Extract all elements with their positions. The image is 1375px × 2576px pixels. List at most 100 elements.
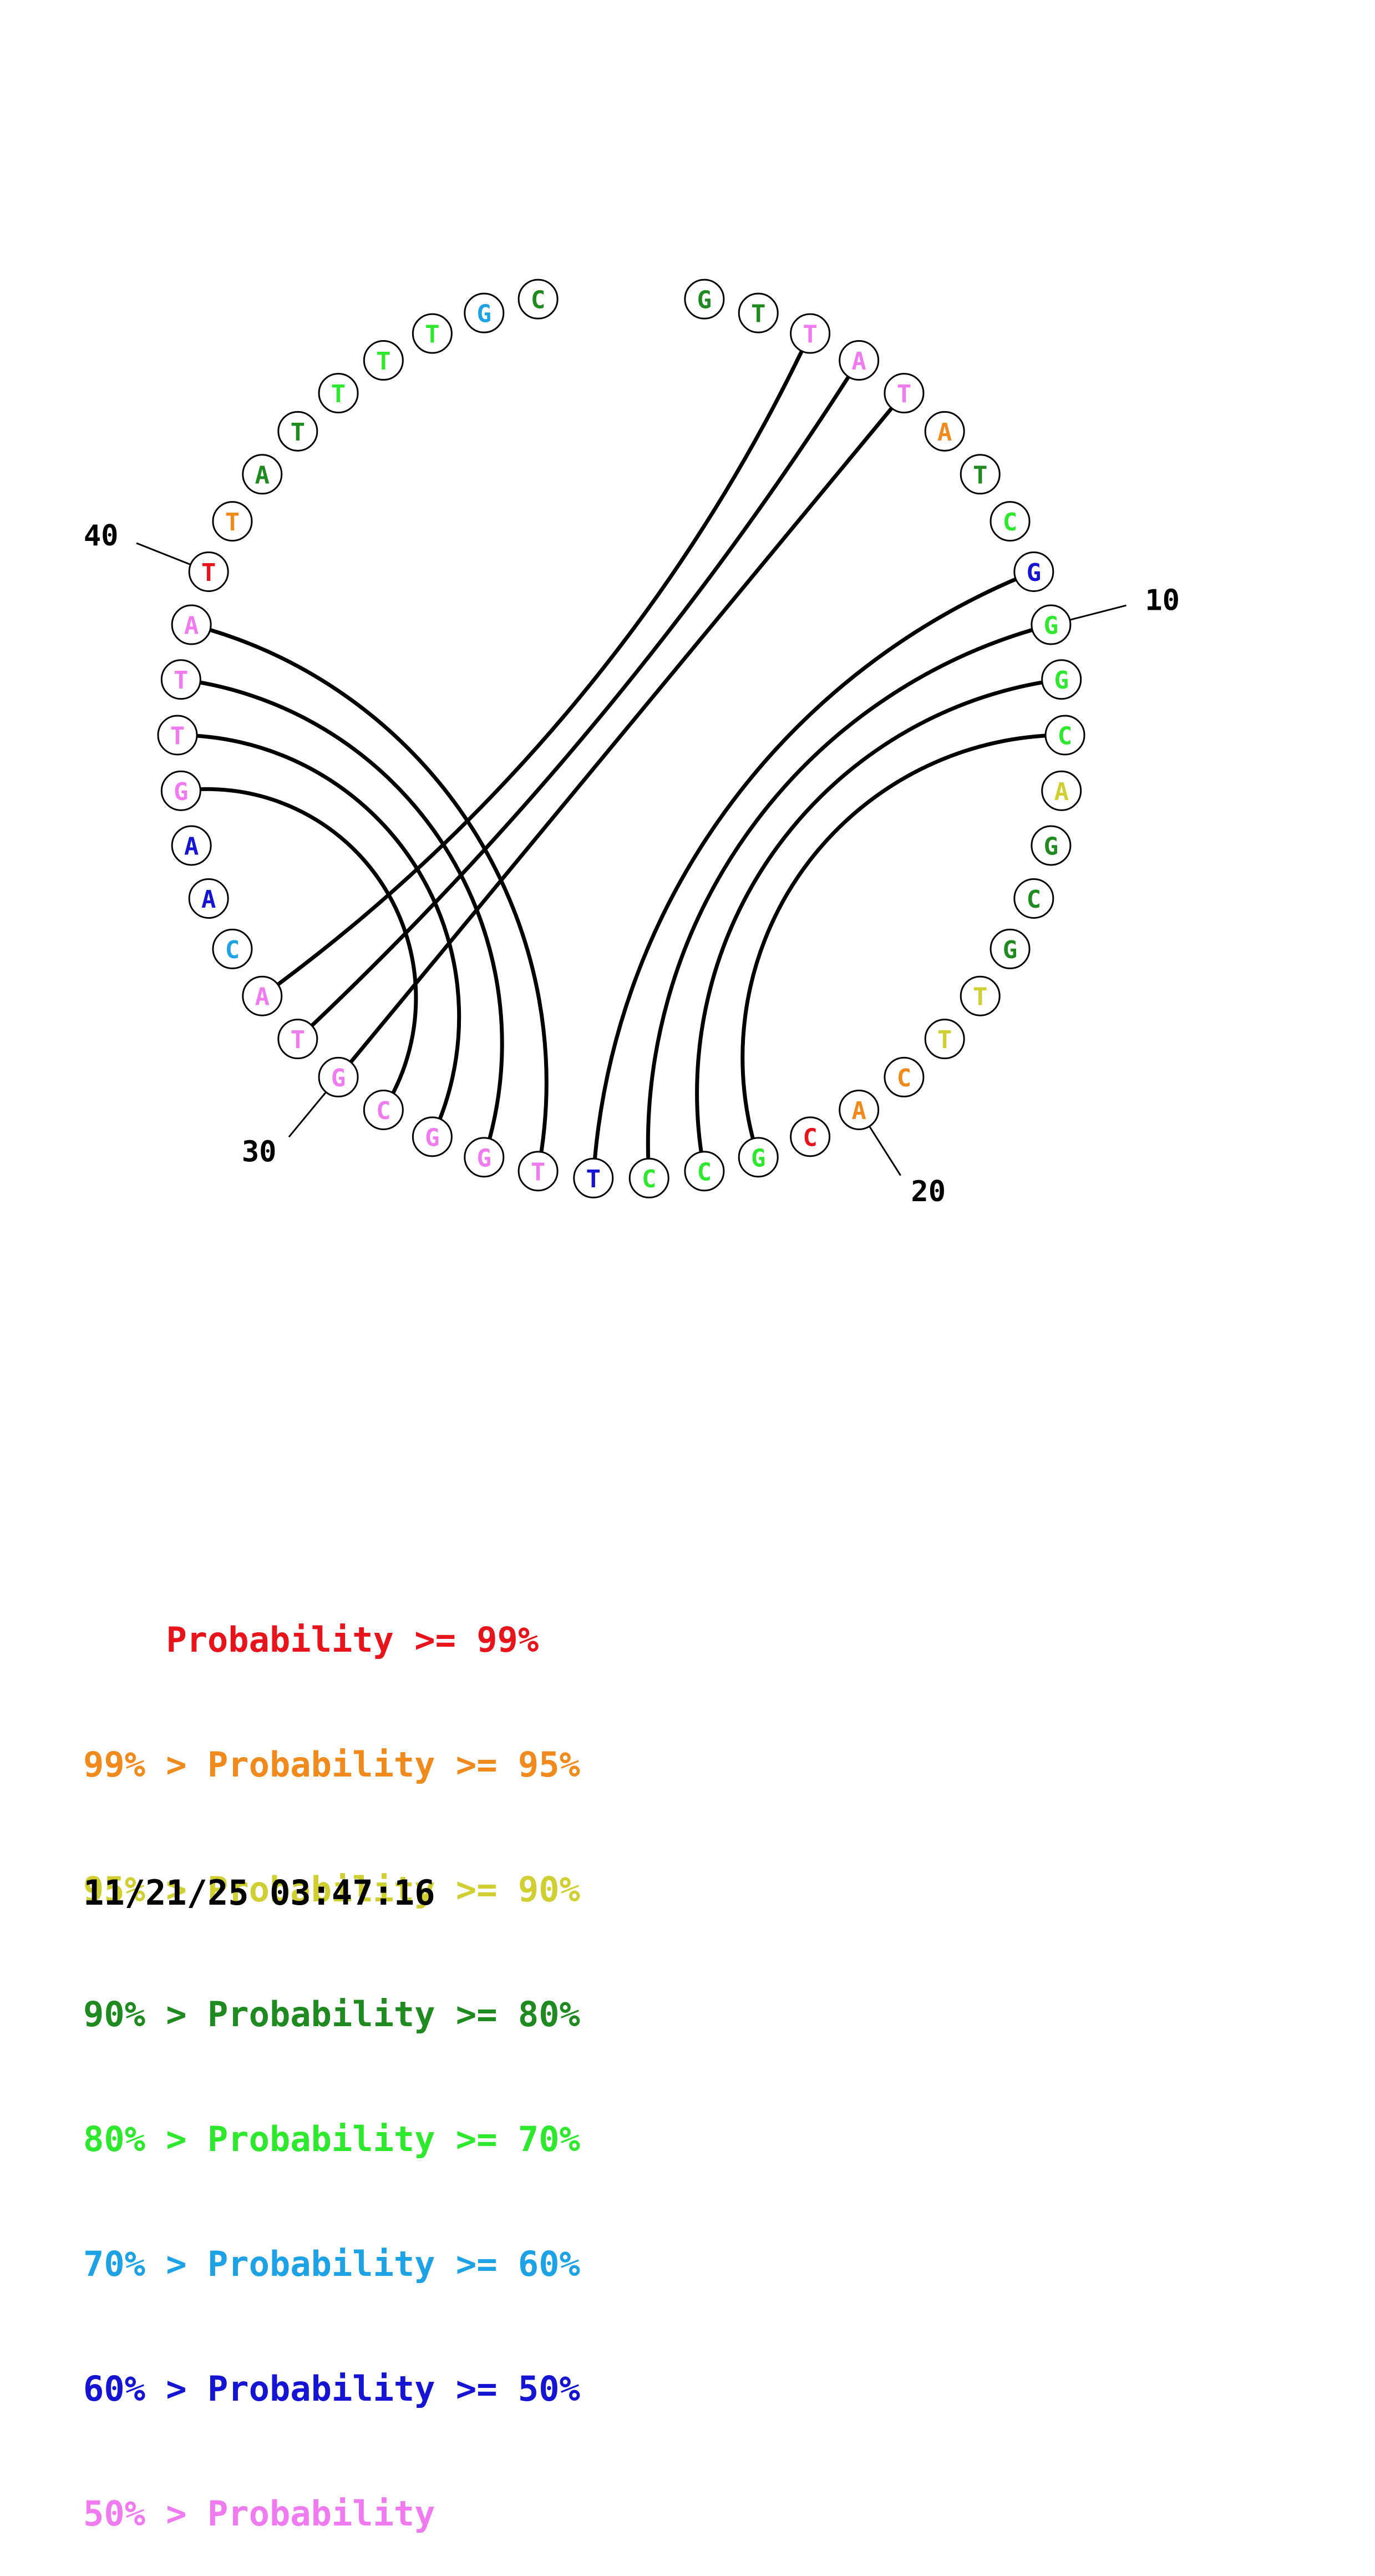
base-node: A: [242, 454, 283, 495]
legend-row: Probability >= 99%: [83, 1619, 580, 1661]
base-circle: [1041, 770, 1082, 811]
base-letter: G: [1044, 612, 1059, 640]
base-circle: [160, 659, 201, 700]
base-node: A: [1041, 770, 1082, 811]
base-letter: T: [973, 983, 988, 1011]
base-circle: [790, 313, 831, 354]
base-node: G: [464, 292, 505, 333]
base-letter: A: [184, 612, 199, 640]
base-node: T: [188, 551, 229, 593]
base-node: T: [517, 1151, 559, 1192]
base-node: G: [1041, 659, 1082, 700]
base-letter: A: [1054, 778, 1069, 806]
base-node: C: [990, 501, 1031, 542]
base-circle: [412, 313, 453, 354]
legend-prefix: [83, 1620, 166, 1660]
base-node: T: [277, 411, 318, 452]
base-circle: [212, 928, 253, 969]
base-node: T: [790, 313, 831, 354]
base-node: G: [990, 928, 1031, 969]
base-circle: [1044, 715, 1085, 756]
legend-prefix: 95% >: [83, 1869, 207, 1910]
base-circle: [573, 1157, 614, 1198]
base-node: G: [738, 1137, 779, 1178]
legend-row: 60% > Probability >= 50%: [83, 2368, 580, 2410]
base-letter: T: [170, 722, 185, 751]
base-letter: A: [201, 885, 216, 914]
base-letter: C: [225, 936, 240, 964]
base-node: T: [277, 1019, 318, 1060]
base-circle: [318, 373, 359, 414]
base-circle: [1031, 825, 1072, 866]
position-ticks: 10 20 30 40: [84, 519, 1180, 1208]
base-letter: C: [531, 286, 546, 315]
base-node: C: [684, 1151, 725, 1192]
pair-arcs: [177, 332, 1066, 1178]
pair-arc: [180, 677, 504, 1158]
tick-line: [1069, 604, 1127, 621]
base-letter: G: [1054, 666, 1069, 695]
base-letter: T: [174, 666, 189, 695]
base-node: C: [1013, 878, 1054, 919]
position-label: 40: [84, 519, 119, 553]
legend-row: 99% > Probability >= 95%: [83, 1744, 580, 1785]
base-letter: T: [331, 380, 346, 408]
base-circle: [171, 604, 212, 645]
position-label: 20: [911, 1175, 946, 1208]
base-circle: [517, 1151, 559, 1192]
base-node: T: [157, 715, 198, 756]
base-node: C: [790, 1116, 831, 1157]
base-node: G: [1031, 825, 1072, 866]
base-node: T: [363, 340, 404, 381]
legend-prefix: 50% >: [83, 2493, 207, 2534]
base-node: C: [1044, 715, 1085, 756]
base-node: A: [188, 878, 229, 919]
base-node: T: [160, 659, 201, 700]
base-circle: [464, 292, 505, 333]
base-circle: [412, 1116, 453, 1157]
base-letter: G: [1003, 936, 1018, 964]
legend-row: 90% > Probability >= 80%: [83, 1993, 580, 2035]
base-circle: [363, 340, 404, 381]
base-circle: [884, 373, 925, 414]
base-letter: T: [586, 1165, 601, 1193]
legend-row: 95% > Probability >= 90%: [83, 1869, 580, 1910]
base-node: C: [212, 928, 253, 969]
pair-arc: [261, 332, 812, 998]
base-letter: A: [184, 832, 199, 861]
base-circle: [684, 279, 725, 320]
base-circle: [277, 411, 318, 452]
base-letter: C: [1058, 722, 1073, 751]
base-circle: [924, 411, 965, 452]
base-node: T: [924, 1019, 965, 1060]
pair-arc: [695, 677, 1062, 1172]
base-circle: [960, 454, 1001, 495]
base-letter: A: [851, 1097, 866, 1125]
base-node: G: [412, 1116, 453, 1157]
base-letter: T: [937, 1026, 952, 1054]
base-node: T: [738, 292, 779, 333]
base-letter: G: [477, 300, 492, 328]
base-letter: A: [255, 461, 270, 489]
base-letter: A: [937, 418, 952, 447]
base-letter: C: [803, 1123, 818, 1152]
base-circle: [212, 501, 253, 542]
pair-arc: [591, 570, 1035, 1178]
base-circle: [242, 454, 283, 495]
pair-arc: [296, 359, 861, 1041]
legend-prefix: 90% >: [83, 1994, 207, 2035]
base-node: T: [212, 501, 253, 542]
base-circle: [839, 340, 880, 381]
legend-text: Probability: [207, 2493, 435, 2534]
base-circle: [517, 279, 559, 320]
base-node: T: [318, 373, 359, 414]
base-node: G: [684, 279, 725, 320]
legend-text: Probability >= 90%: [207, 1869, 580, 1910]
base-circle: [790, 1116, 831, 1157]
base-circle: [924, 1019, 965, 1060]
base-node: A: [839, 1089, 880, 1130]
base-node: A: [924, 411, 965, 452]
base-circle: [318, 1056, 359, 1097]
probability-legend: Probability >= 99% 99% > Probability >= …: [83, 1536, 580, 2576]
pair-arc: [191, 623, 549, 1172]
